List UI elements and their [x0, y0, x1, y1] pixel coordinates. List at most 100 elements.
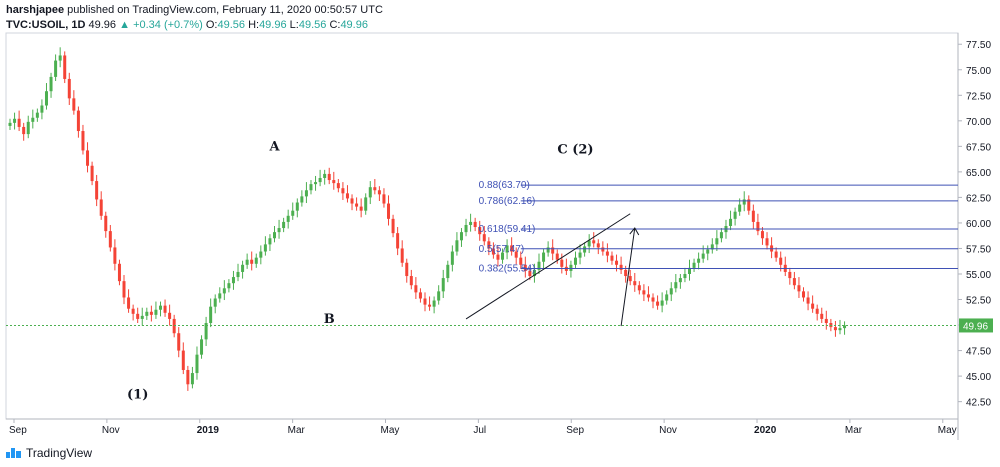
candle-body	[222, 288, 226, 294]
candle-body	[537, 261, 541, 270]
candle-body	[656, 301, 660, 306]
x-tick-label: Mar	[288, 425, 306, 436]
candle-body	[181, 350, 185, 370]
candle-body	[528, 270, 532, 277]
candle-body	[583, 246, 587, 253]
wave-label: (1)	[127, 388, 148, 403]
footer-brand[interactable]: TradingView	[6, 446, 92, 460]
candle-body	[573, 257, 577, 265]
candle-body	[195, 354, 199, 374]
candle-body	[204, 323, 208, 340]
candle-body	[300, 196, 304, 203]
candle-body	[760, 231, 764, 239]
wave-label: B	[324, 312, 335, 327]
candle-body	[455, 240, 459, 252]
candle-body	[838, 328, 842, 331]
candle-body	[168, 312, 172, 319]
y-tick-label: 70.00	[966, 117, 991, 128]
candle-body	[450, 251, 454, 265]
candle-body	[323, 173, 327, 179]
x-tick-label: 2020	[754, 425, 777, 436]
candle-body	[31, 117, 35, 122]
candle-body	[587, 240, 591, 247]
open-label: O:	[205, 19, 218, 31]
candle-body	[414, 285, 418, 293]
candle-body	[459, 232, 463, 241]
candle-body	[491, 248, 495, 255]
candle-body	[624, 269, 628, 277]
x-tick-label: Jul	[473, 425, 486, 436]
change-arrow-icon: ▲	[119, 19, 130, 31]
candle-body	[209, 306, 213, 324]
candle-body	[54, 60, 58, 77]
candle-body	[131, 308, 135, 314]
candle-body	[779, 257, 783, 265]
candle-body	[519, 257, 523, 265]
candle-body	[286, 215, 290, 222]
y-tick-label: 72.50	[966, 91, 991, 102]
candle-body	[496, 254, 500, 260]
fib-level-label: 0.5(57.47)	[479, 244, 525, 255]
candle-body	[17, 118, 21, 127]
candle-body	[268, 238, 272, 245]
candle-body	[309, 184, 313, 191]
candle-body	[49, 76, 53, 92]
candle-body	[473, 221, 477, 228]
candle-body	[250, 259, 254, 264]
candle-body	[418, 292, 422, 299]
candle-body	[820, 313, 824, 319]
candle-body	[615, 260, 619, 265]
candle-body	[824, 318, 828, 324]
author-name[interactable]: harshjapee	[6, 4, 65, 16]
candle-body	[806, 297, 810, 304]
candle-body	[163, 305, 167, 313]
fib-level-label: 0.88(63.70)	[479, 180, 530, 191]
candle-body	[802, 291, 806, 298]
fib-level-label: 0.786(62.16)	[479, 196, 536, 207]
candle-body	[619, 264, 623, 270]
candle-body	[86, 150, 90, 166]
candle-body	[710, 244, 714, 250]
candle-body	[542, 252, 546, 262]
candle-body	[756, 221, 760, 232]
candle-body	[788, 271, 792, 279]
candle-body	[359, 206, 363, 211]
candle-body	[99, 199, 103, 216]
candle-body	[58, 55, 62, 61]
candle-body	[277, 228, 281, 233]
close-value: 49.96	[340, 19, 368, 31]
candle-body	[263, 244, 267, 252]
candle-body	[213, 298, 217, 307]
candle-body	[241, 264, 245, 272]
candle-body	[67, 78, 71, 99]
close-label: C:	[329, 19, 341, 31]
candle-body	[833, 327, 837, 331]
candle-body	[273, 232, 277, 239]
candle-body	[332, 180, 336, 184]
candle-body	[715, 238, 719, 245]
candle-body	[231, 277, 235, 284]
candle-body	[291, 210, 295, 216]
x-tick-label: Sep	[9, 425, 27, 436]
candle-body	[341, 188, 345, 194]
candle-body	[318, 178, 322, 183]
candle-body	[314, 182, 318, 185]
candle-body	[95, 181, 99, 200]
candle-body	[13, 118, 17, 123]
x-tick-label: Nov	[102, 425, 120, 436]
candle-body	[651, 297, 655, 302]
candle-body	[377, 190, 381, 195]
y-tick-label: 75.00	[966, 66, 991, 77]
candle-body	[44, 91, 48, 106]
candle-body	[405, 262, 409, 277]
candle-body	[350, 198, 354, 204]
candle-body	[76, 110, 80, 132]
candle-body	[678, 278, 682, 283]
symbol-label: TVC:USOIL, 1D	[6, 19, 86, 31]
candle-body	[327, 173, 331, 181]
candle-body	[792, 278, 796, 286]
candle-body	[345, 193, 349, 199]
candle-body	[423, 298, 427, 305]
publish-info: published on TradingView.com, February 1…	[67, 4, 383, 16]
